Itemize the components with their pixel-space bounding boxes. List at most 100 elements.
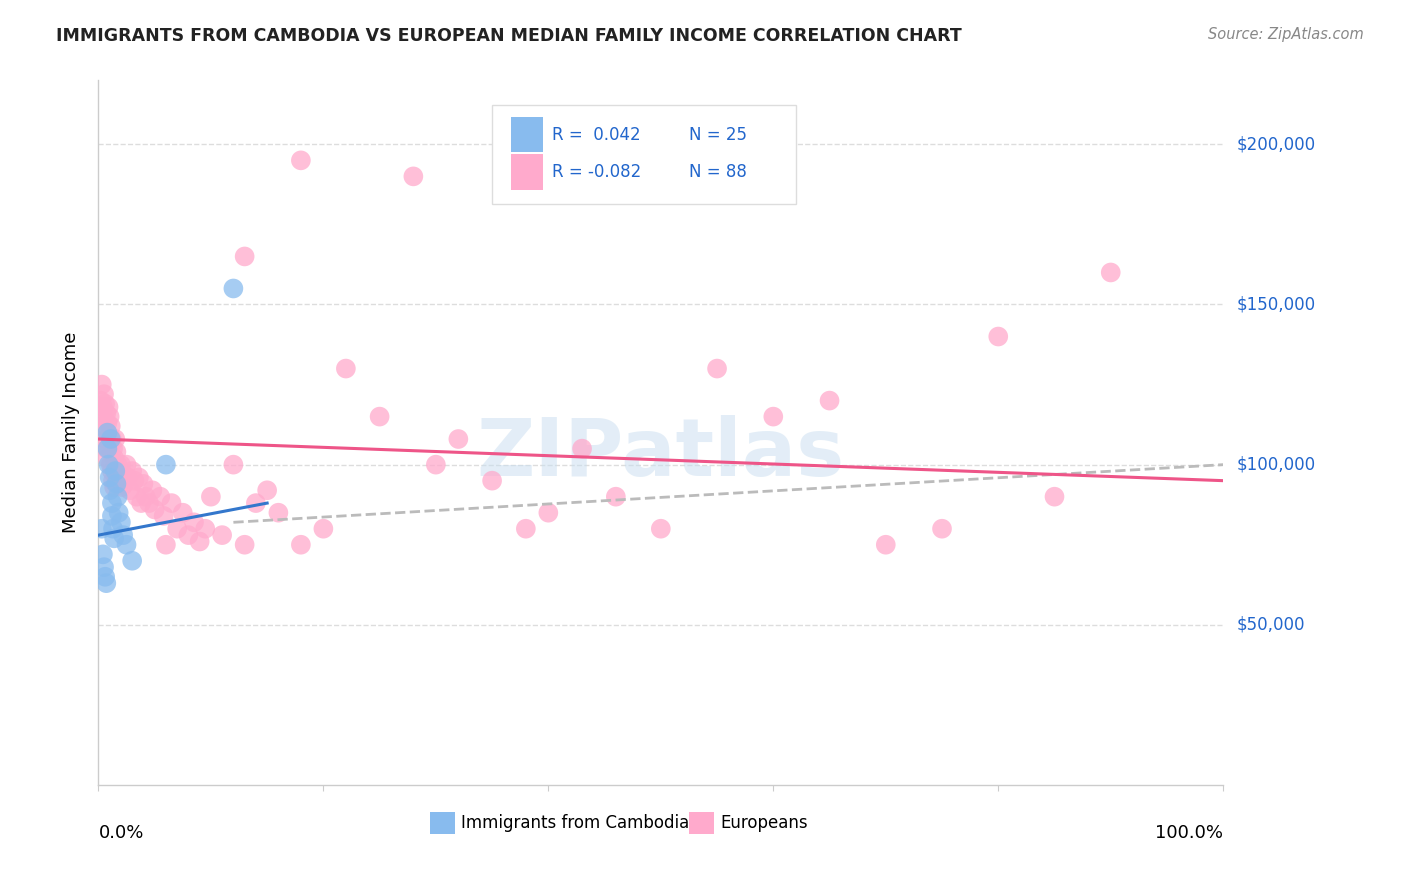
Point — [149, 490, 172, 504]
Text: N = 25: N = 25 — [689, 127, 747, 145]
Point — [104, 464, 127, 478]
Point — [155, 538, 177, 552]
Text: IMMIGRANTS FROM CAMBODIA VS EUROPEAN MEDIAN FAMILY INCOME CORRELATION CHART: IMMIGRANTS FROM CAMBODIA VS EUROPEAN MED… — [56, 27, 962, 45]
Point — [105, 474, 128, 488]
Point — [222, 458, 245, 472]
Text: Immigrants from Cambodia: Immigrants from Cambodia — [461, 814, 689, 832]
Point — [138, 496, 160, 510]
Point — [135, 490, 157, 504]
Point — [108, 474, 131, 488]
Point — [94, 432, 117, 446]
Point — [132, 476, 155, 491]
Text: $200,000: $200,000 — [1237, 136, 1316, 153]
Point — [177, 528, 200, 542]
Text: $50,000: $50,000 — [1237, 615, 1306, 634]
Point — [368, 409, 391, 424]
FancyBboxPatch shape — [689, 812, 714, 834]
Point — [571, 442, 593, 456]
Point — [335, 361, 357, 376]
Text: ZIPatlas: ZIPatlas — [477, 415, 845, 492]
Point — [256, 483, 278, 498]
Point — [931, 522, 953, 536]
Text: 100.0%: 100.0% — [1156, 823, 1223, 842]
Point — [98, 409, 121, 424]
Point — [233, 250, 256, 264]
Point — [211, 528, 233, 542]
Point — [706, 361, 728, 376]
Point — [96, 406, 118, 420]
Point — [98, 442, 121, 456]
Point — [96, 451, 118, 466]
Text: Source: ZipAtlas.com: Source: ZipAtlas.com — [1208, 27, 1364, 42]
Point — [115, 538, 138, 552]
Point — [103, 451, 125, 466]
Point — [96, 416, 118, 430]
Point — [90, 522, 112, 536]
Point — [93, 387, 115, 401]
Point — [117, 470, 139, 484]
Point — [245, 496, 267, 510]
Point — [93, 560, 115, 574]
Point — [160, 496, 183, 510]
Point — [104, 432, 127, 446]
Point — [101, 474, 124, 488]
Point — [121, 554, 143, 568]
Point — [91, 400, 114, 414]
Text: R = -0.082: R = -0.082 — [551, 163, 641, 181]
Point — [103, 480, 125, 494]
Text: N = 88: N = 88 — [689, 163, 747, 181]
Point — [402, 169, 425, 184]
Point — [96, 425, 118, 440]
Point — [103, 532, 125, 546]
Point — [121, 464, 143, 478]
Text: $150,000: $150,000 — [1237, 295, 1316, 313]
Point — [101, 442, 124, 456]
Point — [112, 467, 135, 482]
Point — [101, 432, 124, 446]
Text: $100,000: $100,000 — [1237, 456, 1316, 474]
Point — [129, 496, 152, 510]
FancyBboxPatch shape — [512, 117, 543, 153]
Point — [233, 538, 256, 552]
Point — [194, 522, 217, 536]
Point — [111, 480, 134, 494]
Point — [155, 458, 177, 472]
Point — [101, 496, 124, 510]
Point — [112, 476, 135, 491]
Point — [94, 570, 117, 584]
Point — [100, 458, 122, 472]
FancyBboxPatch shape — [430, 812, 456, 834]
Point — [537, 506, 560, 520]
Point — [97, 432, 120, 446]
Point — [124, 474, 146, 488]
Point — [425, 458, 447, 472]
Point — [447, 432, 470, 446]
Point — [1043, 490, 1066, 504]
Point — [101, 464, 124, 478]
Point — [107, 464, 129, 478]
Point — [97, 400, 120, 414]
Point — [312, 522, 335, 536]
Point — [96, 442, 118, 456]
Point — [141, 483, 163, 498]
Point — [110, 458, 132, 472]
Point — [107, 458, 129, 472]
FancyBboxPatch shape — [512, 154, 543, 189]
Point — [115, 458, 138, 472]
Point — [515, 522, 537, 536]
Text: Europeans: Europeans — [720, 814, 808, 832]
Point — [100, 419, 122, 434]
Point — [987, 329, 1010, 343]
Point — [96, 442, 118, 456]
Point — [110, 516, 132, 530]
Text: 0.0%: 0.0% — [98, 823, 143, 842]
Point — [605, 490, 627, 504]
Point — [762, 409, 785, 424]
Point — [93, 419, 115, 434]
Point — [107, 506, 129, 520]
Point — [650, 522, 672, 536]
FancyBboxPatch shape — [492, 105, 796, 203]
Point — [107, 490, 129, 504]
Point — [166, 522, 188, 536]
Point — [1099, 265, 1122, 279]
